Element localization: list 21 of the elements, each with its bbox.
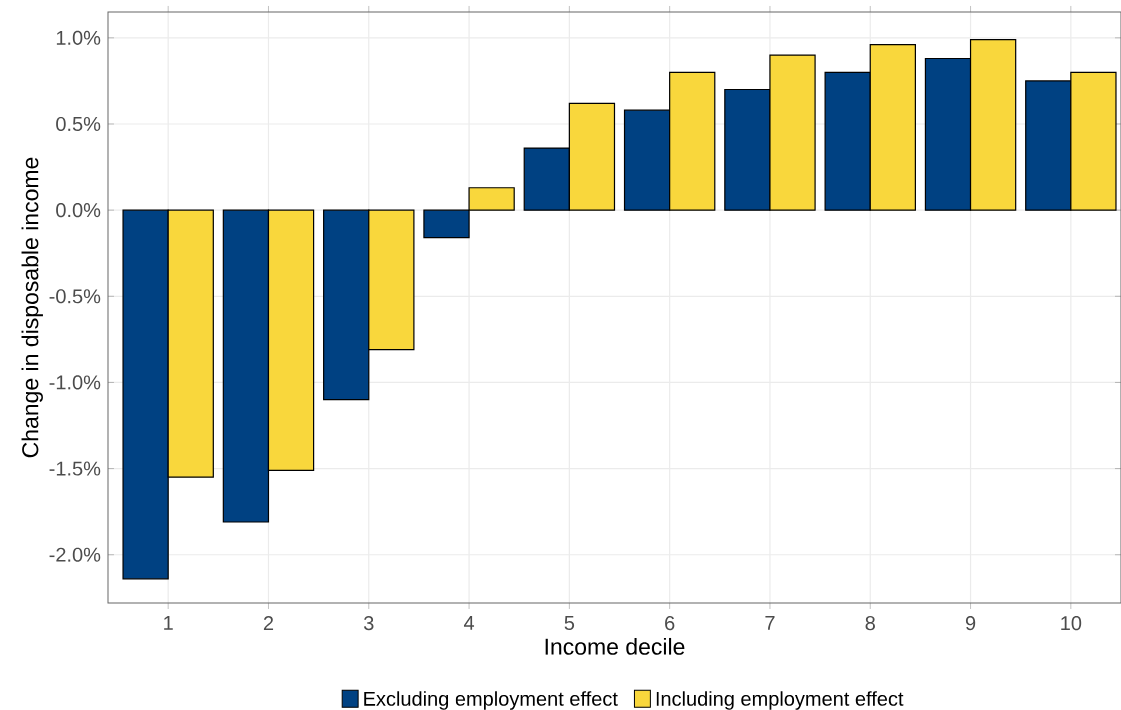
- x-axis-title: Income decile: [545, 637, 685, 655]
- x-tick-label: 4: [463, 616, 475, 630]
- y-tick-label: 1.0%: [56, 30, 101, 45]
- x-tick-label: 5: [564, 616, 575, 630]
- y-tick-label: -1.0%: [49, 375, 101, 390]
- legend-label: Including employment effect: [656, 691, 904, 710]
- y-tick-label: 0.5%: [56, 116, 101, 132]
- y-axis-title: Change in disposable income: [21, 157, 43, 458]
- x-tick-label: 10: [1061, 616, 1082, 631]
- x-tick-label: 7: [765, 616, 775, 630]
- legend-label: Excluding employment effect: [364, 691, 618, 710]
- x-tick-label: 8: [865, 616, 875, 631]
- x-tick-label: 6: [665, 616, 675, 631]
- y-tick-label: 0.0%: [56, 203, 101, 218]
- x-tick-label: 9: [965, 616, 976, 631]
- x-tick-label: 3: [363, 616, 374, 631]
- y-tick-label: -2.0%: [49, 547, 101, 562]
- y-tick-label: -0.5%: [49, 289, 101, 304]
- y-tick-label: -1.5%: [49, 461, 101, 476]
- x-tick-label: 1: [164, 616, 173, 630]
- x-tick-label: 2: [263, 616, 274, 631]
